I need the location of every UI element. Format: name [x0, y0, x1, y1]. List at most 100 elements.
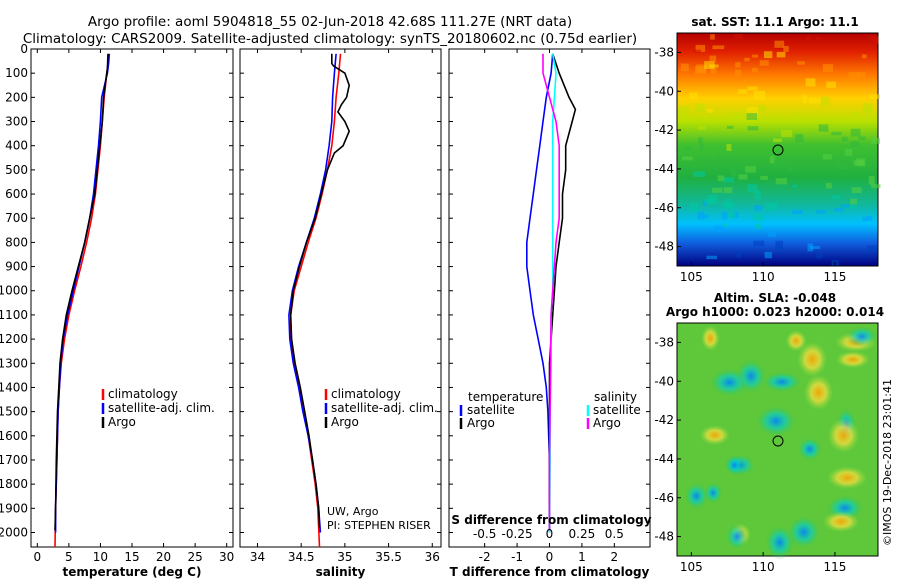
depth-tick-label: 600	[5, 187, 28, 201]
legend-label: Argo	[108, 415, 136, 429]
sst-map-ytick-label: -40	[654, 84, 674, 98]
sdiff-tick-label: -0.5	[473, 527, 496, 541]
sla-eddy	[762, 371, 802, 393]
sla-map-ytick-label: -48	[654, 530, 674, 544]
sst-pixel	[732, 112, 743, 119]
depth-tick-label: 700	[5, 211, 28, 225]
sla-map-ytick-label: -44	[654, 452, 674, 466]
sst-pixel	[851, 187, 862, 193]
sst-pixel	[773, 161, 780, 168]
sst-pixel	[760, 175, 768, 180]
depth-tick-label: 400	[5, 139, 28, 153]
difference-profile-series-temperature-argo	[548, 53, 577, 531]
sst-pixel	[679, 116, 687, 120]
sst-pixel	[712, 187, 723, 193]
sst-pixel	[694, 49, 701, 53]
sst-pixel	[863, 103, 873, 111]
salinity-profile-xlabel: salinity	[316, 565, 366, 579]
difference-profile-xtick-label: -2	[479, 550, 491, 564]
sst-pixel	[699, 143, 704, 151]
temperature-panel: 0100200300400500600700800900100011001200…	[0, 42, 234, 579]
sst-pixel	[695, 103, 705, 113]
sst-pixel	[747, 184, 758, 193]
sst-pixel	[864, 108, 873, 114]
sst-pixel	[738, 89, 747, 94]
sst-pixel	[678, 106, 690, 115]
sst-pixel	[786, 163, 794, 172]
sst-pixel	[726, 125, 734, 129]
title-line-2: Climatology: CARS2009. Satellite-adjuste…	[23, 31, 637, 47]
sst-pixel	[710, 67, 717, 74]
depth-tick-label: 1100	[0, 308, 28, 322]
sla-eddy	[709, 368, 749, 397]
sst-pixel	[858, 136, 866, 141]
legend-label: climatology	[331, 387, 401, 401]
sdiff-tick-label: 0.25	[569, 527, 596, 541]
depth-tick-label: 1500	[0, 405, 28, 419]
sst-pixel	[746, 113, 758, 120]
legend-label: satellite	[467, 403, 515, 417]
sla-map-xtick-label: 110	[752, 560, 775, 574]
sst-pixel	[822, 154, 832, 160]
sst-map-xtick-label: 110	[752, 270, 775, 284]
legend-label: salinity	[594, 390, 637, 404]
sst-map-ytick-label: -44	[654, 162, 674, 176]
depth-tick-label: 900	[5, 260, 28, 274]
sst-pixel	[792, 184, 798, 188]
sst-pixel	[862, 217, 868, 222]
sst-map-title: sat. SST: 11.1 Argo: 11.1	[691, 15, 858, 29]
sla-eddy	[725, 523, 749, 550]
sst-pixel	[851, 112, 858, 116]
sst-pixel	[698, 126, 706, 130]
sla-map-ytick-label: -38	[654, 335, 674, 349]
sst-pixel	[866, 216, 873, 221]
sst-pixel	[753, 90, 766, 100]
sla-eddy	[755, 405, 797, 437]
sdiff-tick-label: 0	[546, 527, 554, 541]
sst-pixel	[754, 205, 763, 211]
sst-pixel	[767, 231, 776, 237]
sst-pixel	[744, 57, 750, 62]
sst-pixel	[776, 51, 786, 58]
sst-pixel	[805, 78, 816, 87]
difference-profile-series-temperature-satellite	[526, 53, 554, 533]
difference-profile-series-salinity-argo	[542, 53, 560, 531]
sla-map-title-1: Altim. SLA: -0.048	[714, 291, 836, 305]
sla-eddy	[797, 341, 828, 377]
depth-tick-label: 100	[5, 66, 28, 80]
legend-label: satellite	[593, 403, 641, 417]
sst-pixel	[818, 124, 829, 132]
sst-pixel	[709, 55, 717, 62]
sst-pixel	[693, 171, 705, 177]
sla-map-texture	[684, 325, 878, 560]
legend-label: Argo	[467, 416, 495, 430]
sdiff-tick-label: -0.25	[502, 527, 533, 541]
data-source-note-pi: PI: STEPHEN RISER	[327, 519, 431, 532]
sst-pixel	[826, 81, 836, 88]
sst-pixel	[710, 34, 715, 40]
sla-eddy	[701, 325, 720, 351]
salinity-profile-xtick-label: 34	[250, 550, 265, 564]
temperature-profile-xlabel: temperature (deg C)	[63, 565, 202, 579]
sla-eddy	[684, 482, 709, 510]
temperature-profile-xtick-label: 5	[65, 550, 73, 564]
sst-pixel	[769, 156, 775, 164]
salinity-profile-frame	[239, 48, 442, 548]
sst-pixel	[712, 45, 725, 50]
sst-pixel	[752, 214, 764, 221]
sst-pixel	[834, 208, 844, 212]
sst-map-xtick-label: 105	[680, 270, 703, 284]
sst-pixel	[850, 141, 860, 147]
sst-pixel	[805, 35, 812, 41]
sla-map-ytick-label: -46	[654, 491, 674, 505]
sla-eddy	[703, 482, 723, 504]
temperature-profile-xtick-label: 20	[156, 550, 171, 564]
depth-tick-label: 300	[5, 115, 28, 129]
sst-argo-marker	[772, 144, 784, 156]
salinity-profile-xtick-label: 35	[337, 550, 352, 564]
sst-pixel	[871, 184, 881, 189]
sst-pixel	[869, 94, 881, 99]
sst-pixel	[815, 37, 821, 43]
sst-pixel	[754, 190, 761, 200]
sst-pixel	[698, 137, 703, 143]
